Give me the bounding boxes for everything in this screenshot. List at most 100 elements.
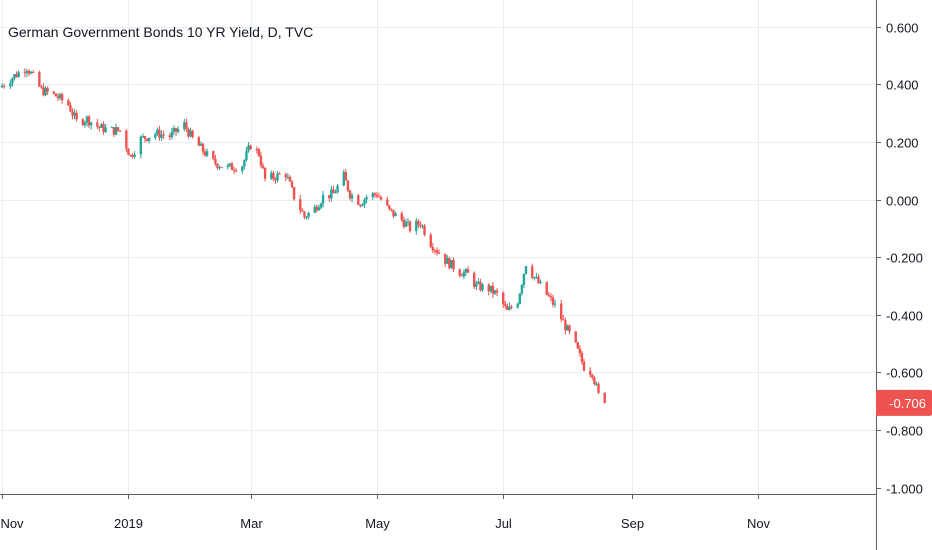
candle-body [344, 172, 348, 181]
candle-body [81, 119, 85, 125]
candle-body [593, 377, 596, 384]
candle-body [348, 190, 352, 199]
candle-body [388, 205, 391, 209]
candle-body [504, 304, 507, 306]
x-tick-label: Nov [0, 516, 24, 531]
candle-body [243, 160, 246, 167]
candle-body [276, 173, 279, 181]
candle-body [452, 259, 455, 270]
y-tick-label: -0.200 [886, 251, 923, 266]
candle-body [263, 167, 267, 179]
candle-body [216, 163, 219, 168]
candle-body [330, 189, 333, 199]
candle-body [394, 213, 397, 217]
candle-body [245, 151, 248, 161]
candle-body [255, 149, 258, 151]
candle-body [270, 173, 273, 179]
candle-body [545, 281, 548, 295]
candle-body [574, 331, 577, 343]
candle-body [183, 122, 186, 130]
candle-body [357, 195, 360, 205]
candle-body [375, 194, 379, 197]
candle-body [9, 83, 12, 87]
candle-body [551, 297, 555, 305]
candle-body [332, 189, 335, 194]
candle-body [460, 275, 464, 277]
candle-body [464, 269, 468, 273]
candle-body [406, 221, 410, 223]
candle-body [259, 155, 263, 166]
candle-body [475, 283, 478, 287]
candle-body [419, 224, 422, 226]
x-tick-label: Sep [621, 516, 644, 531]
candle-body [539, 281, 542, 284]
candle-body [145, 138, 149, 141]
candle-body [257, 149, 261, 156]
candle-body [147, 137, 151, 141]
candle-body [400, 213, 403, 220]
candle-body [510, 306, 513, 308]
candle-body [481, 284, 484, 291]
candle-body [462, 272, 466, 277]
candle-body [489, 285, 493, 292]
candle-body [321, 195, 325, 204]
candle-body [564, 320, 567, 331]
x-tick-label: Jul [495, 516, 512, 531]
candle-body [272, 173, 275, 179]
candle-body [402, 219, 406, 227]
candle-body [435, 250, 439, 253]
candle-body [71, 111, 74, 116]
candle-body [524, 266, 528, 274]
y-tick-label: 0.600 [886, 21, 919, 36]
candle-body [491, 285, 495, 294]
candle-body [284, 174, 287, 178]
candle-body [139, 136, 143, 155]
candle-body [102, 124, 105, 133]
candle-body [241, 166, 244, 172]
candle-body [125, 130, 128, 149]
candle-body [520, 285, 524, 294]
candle-body [373, 193, 377, 195]
candle-body [52, 91, 56, 94]
candle-body [168, 135, 172, 138]
candle-body [444, 253, 447, 264]
candle-body [87, 116, 91, 126]
candle-body [197, 137, 201, 146]
candle-body [75, 112, 78, 120]
candle-body [336, 185, 339, 193]
candle-body [234, 170, 238, 172]
candle-body [73, 112, 76, 116]
candle-body [56, 96, 60, 99]
candle-body [566, 325, 569, 331]
candle-body [578, 348, 582, 354]
candle-body [466, 269, 470, 273]
candle-body [85, 116, 89, 123]
candle-body [89, 122, 93, 126]
candle-body [185, 122, 188, 129]
candle-body [502, 292, 505, 305]
candle-body [40, 86, 43, 88]
candle-body [305, 217, 308, 219]
candle-body [54, 93, 58, 97]
y-tick-label: 0.000 [886, 194, 919, 209]
candle-body [433, 250, 437, 252]
candle-body [408, 221, 412, 232]
candle-body [29, 71, 33, 74]
candle-body [580, 353, 584, 362]
candle-body [342, 172, 345, 186]
candle-body [278, 173, 281, 175]
candle-body [533, 277, 536, 279]
candle-body [429, 234, 432, 247]
candle-body [522, 273, 526, 286]
last-price-badge: -0.706 [876, 389, 932, 416]
candle-body [60, 94, 64, 101]
candle-body [597, 383, 600, 393]
candle-body [199, 143, 203, 146]
chart-title: German Government Bonds 10 YR Yield, D, … [8, 24, 313, 40]
candle-body [104, 127, 107, 133]
y-tick-label: 0.200 [886, 136, 919, 151]
candle-body [448, 258, 451, 269]
candle-body [129, 154, 132, 156]
